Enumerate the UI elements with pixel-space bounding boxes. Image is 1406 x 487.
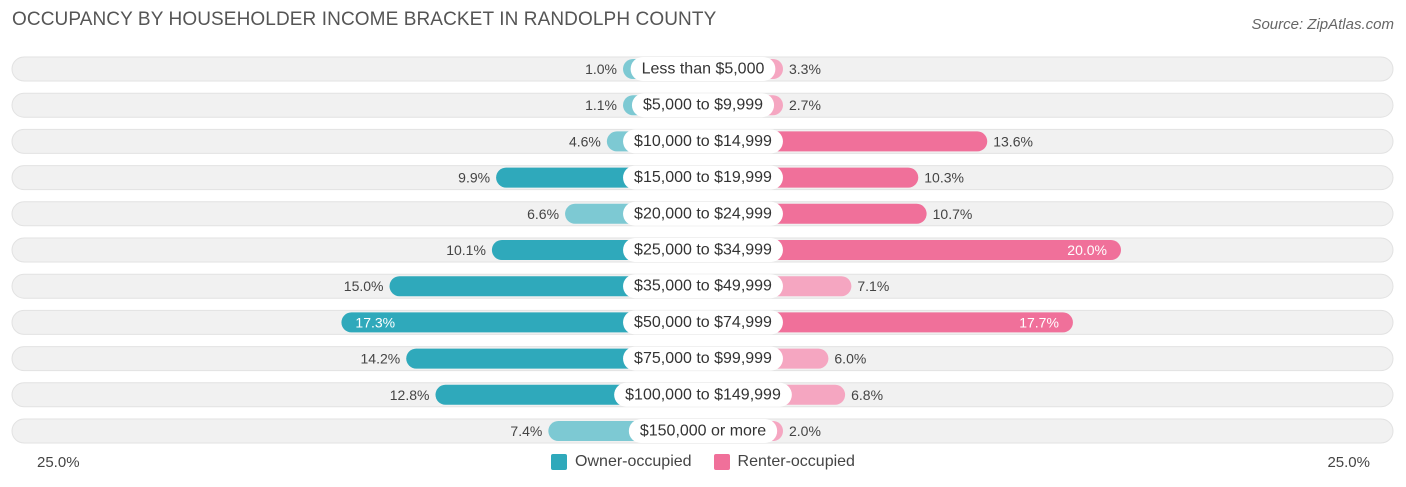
category-label: $5,000 to $9,999 [643, 97, 763, 114]
category-pill [623, 346, 783, 371]
owner-value-label: 10.1% [446, 242, 486, 258]
renter-value-label: 7.1% [857, 278, 889, 294]
chart-title: OCCUPANCY BY HOUSEHOLDER INCOME BRACKET … [12, 9, 717, 30]
renter-value-label: 10.7% [933, 206, 973, 222]
renter-value-label: 3.3% [789, 61, 821, 77]
owner-bar [341, 312, 703, 333]
category-pill [623, 274, 783, 299]
renter-value-label: 2.0% [789, 423, 821, 439]
renter-value-label: 10.3% [924, 170, 964, 186]
category-label: $25,000 to $34,999 [634, 242, 772, 259]
category-pill [623, 129, 783, 154]
category-label: $15,000 to $19,999 [634, 169, 772, 186]
renter-value-label: 6.0% [834, 351, 866, 367]
category-pill [630, 57, 776, 81]
category-label: Less than $5,000 [642, 61, 765, 78]
category-label: $35,000 to $49,999 [634, 278, 772, 295]
owner-value-label: 12.8% [390, 387, 430, 403]
category-pill [623, 310, 783, 335]
category-pill [614, 382, 792, 407]
renter-value-label: 17.7% [1019, 314, 1059, 330]
category-label: $50,000 to $74,999 [634, 314, 772, 331]
category-label: $100,000 to $149,999 [625, 386, 781, 403]
renter-value-label: 13.6% [993, 133, 1033, 149]
owner-swatch-icon [551, 454, 568, 470]
legend-owner[interactable]: Owner-occupied [551, 453, 692, 471]
owner-value-label: 15.0% [344, 278, 384, 294]
renter-value-label: 6.8% [851, 387, 883, 403]
renter-value-label: 20.0% [1067, 242, 1107, 258]
owner-value-label: 14.2% [361, 351, 401, 367]
source-label: Source: ZipAtlas.com [1251, 16, 1394, 33]
renter-bar [703, 312, 1073, 333]
legend: Owner-occupied Renter-occupied [0, 453, 1406, 471]
category-label: $10,000 to $14,999 [634, 133, 772, 150]
category-label: $150,000 or more [640, 423, 766, 440]
owner-value-label: 7.4% [510, 423, 542, 439]
legend-renter-label: Renter-occupied [737, 453, 855, 470]
axis-left-label: 25.0% [37, 454, 80, 471]
category-pill [628, 419, 778, 443]
legend-owner-label: Owner-occupied [575, 453, 692, 470]
owner-value-label: 6.6% [527, 206, 559, 222]
category-pill [631, 93, 775, 118]
legend-renter[interactable]: Renter-occupied [713, 453, 855, 471]
owner-value-label: 9.9% [458, 170, 490, 186]
renter-value-label: 2.7% [789, 97, 821, 113]
category-pill [623, 165, 783, 190]
category-label: $75,000 to $99,999 [634, 350, 772, 367]
renter-swatch-icon [713, 454, 730, 470]
owner-value-label: 1.1% [585, 97, 617, 113]
category-label: $20,000 to $24,999 [634, 205, 772, 222]
owner-value-label: 1.0% [585, 61, 617, 77]
owner-value-label: 4.6% [569, 133, 601, 149]
axis-right-label: 25.0% [1327, 454, 1370, 471]
category-pill [623, 201, 783, 226]
category-pill [623, 238, 783, 262]
renter-bar [703, 240, 1121, 260]
owner-value-label: 17.3% [355, 314, 395, 330]
